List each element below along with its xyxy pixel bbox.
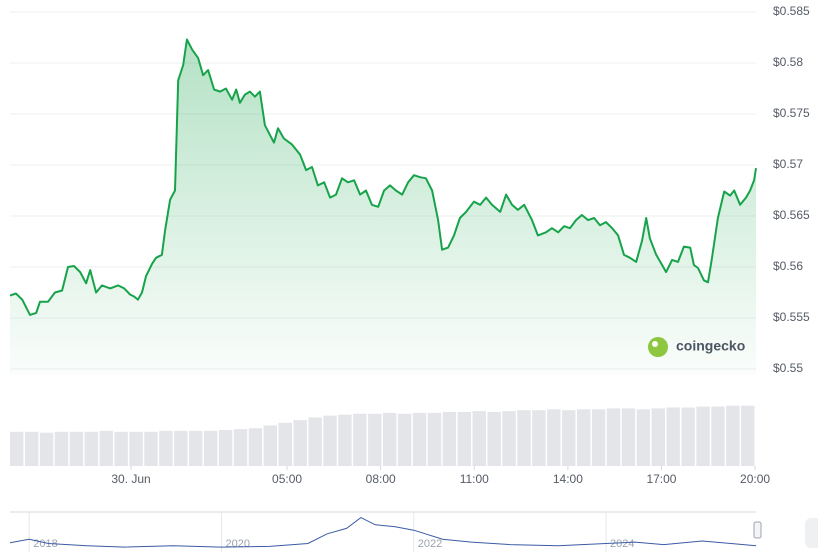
volume-bar: [606, 408, 621, 466]
volume-bar: [442, 412, 457, 466]
volume-bar: [532, 410, 546, 466]
volume-bar: [427, 412, 442, 466]
volume-bar: [144, 431, 158, 466]
volume-bar: [368, 413, 382, 466]
x-tick-label: 20:00: [740, 472, 770, 486]
volume-bar: [84, 431, 99, 466]
scroll-button[interactable]: [805, 518, 818, 548]
y-tick-label: $0.58: [773, 55, 803, 69]
navigator-label: 2018: [33, 538, 57, 550]
volume-bar: [562, 410, 576, 466]
y-tick-label: $0.55: [773, 361, 803, 375]
volume-bar: [472, 411, 486, 466]
volume-bar: [741, 405, 755, 466]
volume-bar: [591, 409, 606, 466]
x-tick-label: 08:00: [366, 472, 396, 486]
volume-bar: [397, 413, 412, 466]
volume-bar: [203, 430, 218, 466]
volume-bar: [189, 430, 203, 466]
volume-bar: [308, 417, 322, 466]
price-area: [10, 39, 756, 375]
volume-bar: [69, 431, 84, 466]
x-tick-label: 11:00: [460, 472, 489, 486]
volume-bar: [576, 409, 591, 466]
volume-bar: [263, 425, 278, 466]
volume-bar: [248, 428, 263, 466]
x-tick-label: 30. Jun: [111, 472, 150, 486]
volume-bar: [636, 409, 651, 466]
y-tick-label: $0.555: [773, 310, 810, 324]
volume-bar: [159, 430, 173, 466]
volume-bar: [99, 430, 113, 466]
volume-bar: [621, 408, 636, 466]
navigator-handle[interactable]: [753, 521, 762, 539]
volume-bar: [323, 415, 337, 466]
volume-bar: [487, 412, 501, 466]
volume-bar: [10, 431, 24, 466]
logo-icon: [648, 337, 668, 357]
volume-bar: [54, 431, 69, 466]
volume-bar: [233, 429, 248, 466]
volume-bar: [218, 430, 233, 466]
volume-bar: [278, 422, 292, 466]
volume-bar: [24, 431, 39, 466]
watermark-text: coingecko: [676, 338, 745, 354]
x-tick-label: 05:00: [272, 472, 302, 486]
watermark: coingecko: [648, 337, 745, 357]
y-tick-label: $0.565: [773, 208, 810, 222]
volume-bar: [517, 410, 531, 466]
volume-bar: [651, 408, 665, 466]
volume-bar: [383, 412, 397, 466]
volume-bar: [711, 406, 725, 466]
y-tick-label: $0.56: [773, 259, 803, 273]
x-tick-label: 17:00: [646, 472, 676, 486]
volume-bar: [726, 405, 740, 466]
y-tick-label: $0.575: [773, 106, 810, 120]
navigator-label: 2024: [610, 538, 634, 550]
x-tick-label: 14:00: [553, 472, 583, 486]
y-tick-label: $0.57: [773, 157, 803, 171]
logo-eye: [652, 341, 658, 347]
volume-bar: [696, 406, 710, 466]
volume-bar: [338, 414, 352, 466]
price-line: [9, 38, 757, 316]
y-tick-label: $0.585: [773, 4, 810, 18]
volume-bar: [412, 412, 427, 466]
volume-bar: [114, 431, 128, 466]
volume-bar: [666, 407, 680, 466]
volume-bar: [681, 407, 695, 466]
volume-bar: [174, 430, 188, 466]
volume-bar: [353, 413, 367, 466]
navigator-label: 2022: [418, 538, 442, 550]
volume-bar: [39, 432, 54, 466]
volume-bar: [129, 431, 143, 466]
volume-bar: [457, 412, 472, 466]
volume-bar: [547, 409, 561, 466]
volume-bar: [293, 420, 307, 466]
navigator-label: 2020: [225, 538, 249, 550]
navigator-line: [9, 517, 757, 548]
volume-bar: [502, 411, 516, 466]
